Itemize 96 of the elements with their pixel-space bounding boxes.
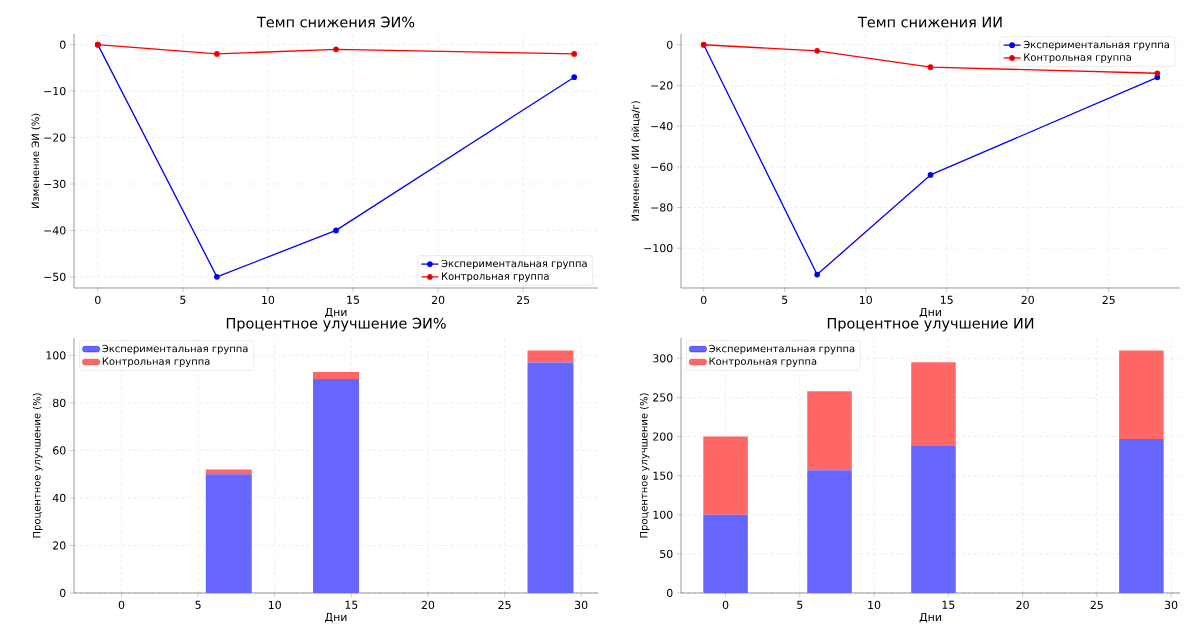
y-tick-label: −20	[651, 81, 673, 90]
legend-label: Контрольная группа	[102, 357, 210, 367]
x-tick-label: 10	[268, 600, 281, 610]
x-axis-title: Дни	[325, 307, 347, 318]
x-tick-label: 0	[700, 295, 707, 305]
bar	[205, 474, 252, 594]
x-tick-label: 10	[868, 600, 881, 610]
y-tick-label: 200	[653, 432, 673, 441]
y-tick-label: 50	[660, 549, 673, 559]
x-tick-label: 20	[1021, 295, 1034, 305]
x-tick-label: 15	[345, 600, 358, 609]
y-tick-label: 0	[666, 588, 673, 598]
bar	[703, 436, 748, 515]
point	[927, 64, 934, 71]
x-tick-label: 5	[782, 295, 788, 304]
x-tick-label: 15	[942, 600, 955, 609]
point	[571, 51, 578, 57]
point	[927, 172, 934, 178]
y-tick-label: −20	[44, 133, 66, 142]
point	[214, 274, 220, 280]
y-tick-label: 40	[52, 493, 66, 503]
x-axis-title: Дни	[325, 612, 347, 623]
x-tick-label: 25	[1090, 600, 1103, 610]
y-tick-label: −100	[644, 244, 673, 253]
y-tick-label: −80	[651, 203, 673, 212]
x-tick-label: 5	[180, 295, 186, 304]
y-tick-label: 0	[666, 40, 673, 49]
bar	[313, 379, 359, 594]
bar	[205, 469, 252, 475]
legend-label: Экспериментальная группа	[1023, 40, 1169, 51]
y-tick-label: −10	[44, 87, 66, 96]
x-tick-label: 25	[1102, 295, 1115, 305]
x-tick-label: 25	[498, 600, 511, 610]
x-tick-label: 30	[1164, 600, 1178, 610]
bar	[807, 470, 852, 594]
x-tick-label: 30	[575, 600, 588, 610]
bar	[527, 350, 574, 363]
x-tick-label: 10	[262, 295, 275, 305]
point	[571, 74, 578, 81]
x-tick-label: 0	[118, 600, 125, 610]
legend-label: Экспериментальная группа	[709, 344, 855, 355]
y-tick-label: −40	[651, 122, 673, 131]
chart-title: Процентное улучшение ЭИ%	[226, 317, 446, 332]
x-tick-label: 20	[421, 600, 435, 610]
y-tick-label: −60	[651, 162, 673, 171]
y-tick-label: −40	[44, 226, 66, 235]
y-tick-label: 250	[653, 393, 673, 402]
y-tick-label: 300	[653, 354, 673, 363]
legend-label: Контрольная группа	[442, 272, 549, 282]
y-tick-label: 0	[59, 40, 66, 49]
y-tick-label: −30	[44, 179, 66, 189]
x-tick-label: 15	[940, 295, 953, 304]
bar	[807, 391, 852, 471]
x-tick-label: 20	[431, 295, 445, 305]
bar	[1119, 350, 1164, 439]
x-tick-label: 0	[95, 295, 101, 305]
legend-label: Экспериментальная группа	[441, 259, 587, 270]
point	[814, 48, 820, 54]
legend-label: Контрольная группа	[1024, 53, 1131, 63]
y-tick-label: 100	[46, 351, 66, 360]
y-axis-title: Процентное улучшение (%)	[639, 393, 650, 538]
y-tick-label: 60	[53, 446, 66, 455]
y-axis-title: Изменение ИИ (яйца/г)	[631, 101, 641, 221]
x-axis-title: Дни	[919, 612, 941, 623]
bar	[703, 514, 748, 594]
x-tick-label: 20	[1016, 600, 1029, 610]
bar	[527, 362, 574, 594]
legend-label: Экспериментальная группа	[102, 344, 248, 355]
point	[814, 271, 820, 278]
y-axis-title: Процентное улучшение (%)	[32, 393, 43, 538]
x-tick-label: 0	[722, 600, 729, 610]
legend-label: Контрольная группа	[709, 357, 817, 367]
bar	[313, 372, 359, 380]
point	[333, 46, 339, 53]
point	[1154, 70, 1161, 77]
x-tick-label: 5	[797, 600, 803, 609]
y-tick-label: 0	[59, 588, 66, 598]
point	[333, 227, 339, 234]
y-axis-title: Изменение ЭИ (%)	[31, 113, 41, 209]
x-tick-label: 15	[347, 295, 360, 304]
x-tick-label: 10	[859, 295, 872, 305]
chart-title: Темп снижения ЭИ%	[256, 16, 415, 28]
y-tick-label: 20	[53, 541, 66, 550]
bar	[911, 445, 956, 594]
x-tick-label: 5	[195, 600, 201, 609]
chart-title: Процентное улучшение ИИ	[827, 317, 1034, 332]
y-tick-label: 100	[653, 510, 673, 519]
y-tick-label: 80	[53, 398, 66, 408]
bar	[911, 362, 956, 446]
x-tick-label: 25	[516, 295, 530, 305]
y-tick-label: −50	[44, 272, 66, 282]
bar	[1119, 438, 1164, 594]
point	[214, 51, 220, 57]
x-axis-title: Дни	[919, 307, 941, 318]
y-tick-label: 150	[653, 471, 673, 480]
chart-title: Темп снижения ИИ	[857, 16, 1002, 28]
